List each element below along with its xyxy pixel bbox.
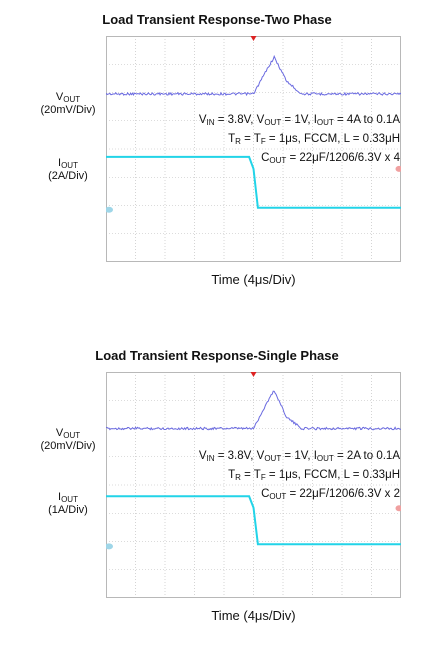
channel-marker-left	[106, 206, 113, 213]
vout-label: VOUT (20mV/Div)	[30, 428, 106, 452]
cond-sub: OUT	[264, 118, 282, 127]
cond-text: = 3.8V, V	[214, 450, 265, 462]
condition-line-3: COUT = 22μF/1206/6.3V x 4	[199, 150, 400, 169]
cond-text: = 1μs, FCCM, L = 0.33μH	[265, 133, 400, 145]
vout-label: VOUT (20mV/Div)	[30, 92, 106, 116]
iout-label: IOUT (2A/Div)	[30, 158, 106, 182]
condition-line-1: VIN = 3.8V, VOUT = 1V, IOUT = 4A to 0.1A	[199, 112, 400, 131]
iout-label: IOUT (1A/Div)	[30, 492, 106, 516]
cond-text: T	[228, 469, 236, 481]
iout-subscript: OUT	[61, 161, 78, 170]
channel-marker-left	[106, 543, 113, 550]
cond-sub: OUT	[269, 156, 287, 165]
cond-sub: R	[235, 473, 241, 482]
cond-sub: F	[260, 137, 266, 146]
cond-text: V	[198, 450, 207, 462]
chart-single-phase: Load Transient Response-Single Phase VOU…	[0, 336, 434, 652]
iout-symbol: I	[58, 491, 62, 503]
scope-grid	[106, 36, 401, 262]
cond-text: = 22μF/1206/6.3V x 4	[286, 152, 400, 164]
iout-scale: (2A/Div)	[48, 170, 88, 182]
cond-text: = 22μF/1206/6.3V x 2	[286, 488, 400, 500]
cond-text: C	[261, 152, 270, 164]
chart-title: Load Transient Response-Single Phase	[95, 348, 339, 363]
cond-text: = 1V, I	[281, 450, 317, 462]
condition-line-2: TR = TF = 1μs, FCCM, L = 0.33μH	[199, 467, 400, 486]
cond-text: = 1V, I	[281, 114, 317, 126]
cond-sub: IN	[206, 454, 215, 463]
chart-two-phase: Load Transient Response-Two Phase VOUT (…	[0, 0, 434, 316]
vout-scale: (20mV/Div)	[40, 440, 96, 452]
plot-area	[106, 372, 401, 598]
cond-sub: F	[260, 473, 266, 482]
cond-sub: OUT	[316, 454, 334, 463]
cond-text: C	[261, 488, 270, 500]
cond-text: = 3.8V, V	[214, 114, 265, 126]
trigger-marker	[250, 372, 257, 377]
iout-trace	[106, 155, 401, 209]
condition-line-3: COUT = 22μF/1206/6.3V x 2	[199, 486, 400, 505]
vout-trace	[106, 390, 401, 431]
plot-area	[106, 36, 401, 262]
cond-sub: R	[235, 137, 241, 146]
vout-scale: (20mV/Div)	[40, 104, 96, 116]
cond-text: = 4A to 0.1A	[333, 114, 400, 126]
iout-symbol: I	[58, 157, 62, 169]
test-conditions: VIN = 3.8V, VOUT = 1V, IOUT = 4A to 0.1A…	[199, 112, 400, 169]
test-conditions: VIN = 3.8V, VOUT = 1V, IOUT = 2A to 0.1A…	[199, 448, 400, 505]
iout-subscript: OUT	[61, 495, 78, 504]
condition-line-2: TR = TF = 1μs, FCCM, L = 0.33μH	[199, 131, 400, 150]
vout-trace	[106, 54, 401, 97]
cond-text: = T	[240, 469, 261, 481]
cond-sub: OUT	[264, 454, 282, 463]
iout-scale: (1A/Div)	[48, 504, 88, 516]
x-axis-label: Time (4μs/Div)	[211, 608, 296, 623]
vout-symbol: V	[55, 91, 64, 103]
x-axis-label: Time (4μs/Div)	[211, 272, 296, 287]
scope-grid	[106, 372, 401, 598]
chart-title: Load Transient Response-Two Phase	[102, 12, 332, 27]
iout-trace	[106, 495, 401, 546]
cond-sub: OUT	[269, 492, 287, 501]
cond-text: T	[228, 133, 236, 145]
cond-sub: OUT	[316, 118, 334, 127]
vout-subscript: OUT	[63, 431, 81, 440]
cond-text: V	[198, 114, 207, 126]
cond-text: = 2A to 0.1A	[333, 450, 400, 462]
condition-line-1: VIN = 3.8V, VOUT = 1V, IOUT = 2A to 0.1A	[199, 448, 400, 467]
vout-subscript: OUT	[63, 95, 81, 104]
channel-marker-right	[395, 505, 401, 512]
cond-text: = T	[240, 133, 261, 145]
trigger-marker	[250, 36, 257, 41]
cond-text: = 1μs, FCCM, L = 0.33μH	[265, 469, 400, 481]
channel-marker-right	[395, 165, 401, 172]
cond-sub: IN	[206, 118, 215, 127]
vout-symbol: V	[55, 427, 64, 439]
